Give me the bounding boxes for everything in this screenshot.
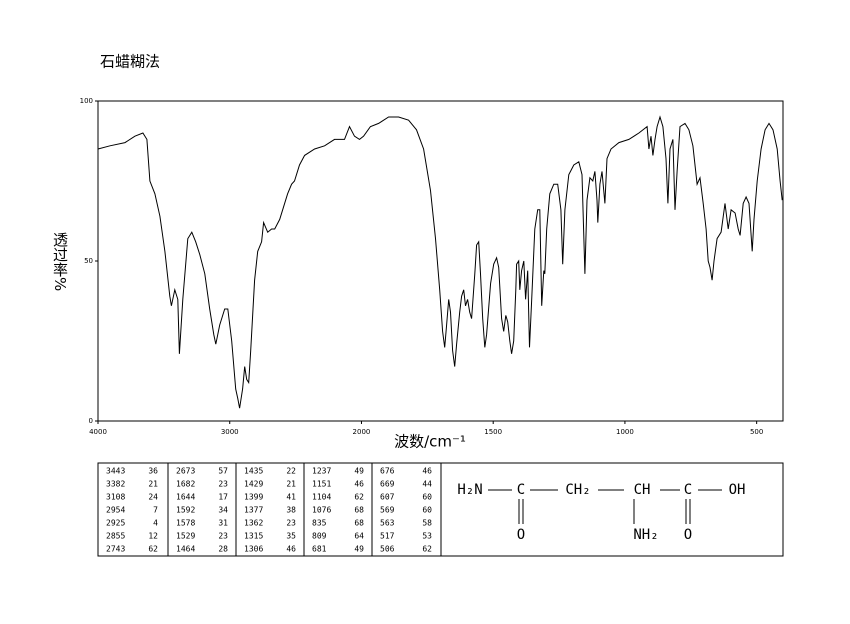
- peak-transmittance: 68: [354, 519, 364, 528]
- peak-transmittance: 46: [354, 480, 364, 489]
- peak-wavenumber: 1315: [244, 532, 263, 541]
- peak-wavenumber: 1429: [244, 480, 263, 489]
- peak-wavenumber: 809: [312, 532, 327, 541]
- peak-wavenumber: 3108: [106, 493, 125, 502]
- x-tick-label: 1000: [616, 428, 634, 436]
- peak-transmittance: 7: [153, 506, 158, 515]
- peak-transmittance: 53: [422, 532, 432, 541]
- peak-transmittance: 23: [218, 480, 228, 489]
- atom: H₂N: [457, 482, 482, 498]
- peak-transmittance: 64: [354, 532, 364, 541]
- y-tick-label: 0: [89, 417, 93, 425]
- peak-wavenumber: 1237: [312, 467, 331, 476]
- peak-transmittance: 17: [218, 493, 228, 502]
- peak-transmittance: 41: [286, 493, 296, 502]
- atom: OH: [729, 482, 746, 498]
- peak-transmittance: 21: [148, 480, 158, 489]
- peak-transmittance: 35: [286, 532, 296, 541]
- peak-transmittance: 34: [218, 506, 228, 515]
- peak-wavenumber: 2743: [106, 545, 125, 554]
- peak-transmittance: 23: [218, 532, 228, 541]
- x-tick-label: 500: [750, 428, 763, 436]
- peak-wavenumber: 676: [380, 467, 395, 476]
- peak-wavenumber: 1076: [312, 506, 331, 515]
- peak-wavenumber: 1464: [176, 545, 195, 554]
- peak-wavenumber: 3443: [106, 467, 125, 476]
- peak-transmittance: 57: [218, 467, 228, 476]
- peak-wavenumber: 1104: [312, 493, 331, 502]
- structure-bonds: [488, 489, 722, 524]
- peak-transmittance: 23: [286, 519, 296, 528]
- peak-wavenumber: 2925: [106, 519, 125, 528]
- x-tick-label: 4000: [89, 428, 107, 436]
- peak-transmittance: 68: [354, 506, 364, 515]
- atom: O: [517, 527, 525, 543]
- peak-wavenumber: 563: [380, 519, 395, 528]
- peak-wavenumber: 607: [380, 493, 395, 502]
- peak-transmittance: 31: [218, 519, 228, 528]
- peak-transmittance: 49: [354, 545, 364, 554]
- atom: NH₂: [633, 527, 658, 543]
- peak-transmittance: 58: [422, 519, 432, 528]
- peak-transmittance: 46: [422, 467, 432, 476]
- atom: O: [684, 527, 692, 543]
- peak-wavenumber: 2954: [106, 506, 125, 515]
- peak-transmittance: 62: [422, 545, 432, 554]
- peak-wavenumber: 669: [380, 480, 395, 489]
- peak-wavenumber: 569: [380, 506, 395, 515]
- x-tick-label: 1500: [484, 428, 502, 436]
- peak-transmittance: 62: [148, 545, 158, 554]
- peak-transmittance: 22: [286, 467, 296, 476]
- peak-wavenumber: 1578: [176, 519, 195, 528]
- y-tick-label: 100: [80, 97, 93, 105]
- peak-transmittance: 49: [354, 467, 364, 476]
- peak-wavenumber: 1306: [244, 545, 263, 554]
- peak-transmittance: 62: [354, 493, 364, 502]
- peak-wavenumber: 2855: [106, 532, 125, 541]
- peak-wavenumber: 1682: [176, 480, 195, 489]
- peak-wavenumber: 1529: [176, 532, 195, 541]
- peak-transmittance: 46: [286, 545, 296, 554]
- peak-wavenumber: 1362: [244, 519, 263, 528]
- atom: CH: [634, 482, 651, 498]
- peak-wavenumber: 506: [380, 545, 395, 554]
- peak-transmittance: 60: [422, 493, 432, 502]
- atom: C: [517, 482, 525, 498]
- peak-wavenumber: 1377: [244, 506, 263, 515]
- peak-wavenumber: 835: [312, 519, 327, 528]
- peak-wavenumber: 2673: [176, 467, 195, 476]
- spectrum-line: [97, 115, 783, 409]
- atom: CH₂: [565, 482, 590, 498]
- atom: C: [684, 482, 692, 498]
- peak-transmittance: 60: [422, 506, 432, 515]
- peak-transmittance: 12: [148, 532, 158, 541]
- peak-transmittance: 44: [422, 480, 432, 489]
- peak-wavenumber: 1435: [244, 467, 263, 476]
- plot-frame: [97, 100, 784, 422]
- peak-wavenumber: 517: [380, 532, 395, 541]
- peak-wavenumber: 1644: [176, 493, 195, 502]
- peak-transmittance: 28: [218, 545, 228, 554]
- peak-transmittance: 36: [148, 467, 158, 476]
- peak-wavenumber: 1592: [176, 506, 195, 515]
- y-tick-label: 50: [84, 257, 93, 265]
- x-axis-label: 波数/cm⁻¹: [394, 433, 466, 451]
- x-tick-label: 2000: [353, 428, 371, 436]
- peak-transmittance: 24: [148, 493, 158, 502]
- peak-wavenumber: 1399: [244, 493, 263, 502]
- peak-wavenumber: 1151: [312, 480, 331, 489]
- y-axis-label: 透过率%: [51, 232, 69, 292]
- structure: H₂N C CH₂ CH C OH O NH₂ O: [457, 482, 745, 543]
- chart-title: 石蜡糊法: [100, 53, 160, 71]
- peak-wavenumber: 681: [312, 545, 327, 554]
- peak-transmittance: 38: [286, 506, 296, 515]
- peak-transmittance: 21: [286, 480, 296, 489]
- peak-transmittance: 4: [153, 519, 158, 528]
- x-tick-label: 3000: [221, 428, 239, 436]
- peak-wavenumber: 3382: [106, 480, 125, 489]
